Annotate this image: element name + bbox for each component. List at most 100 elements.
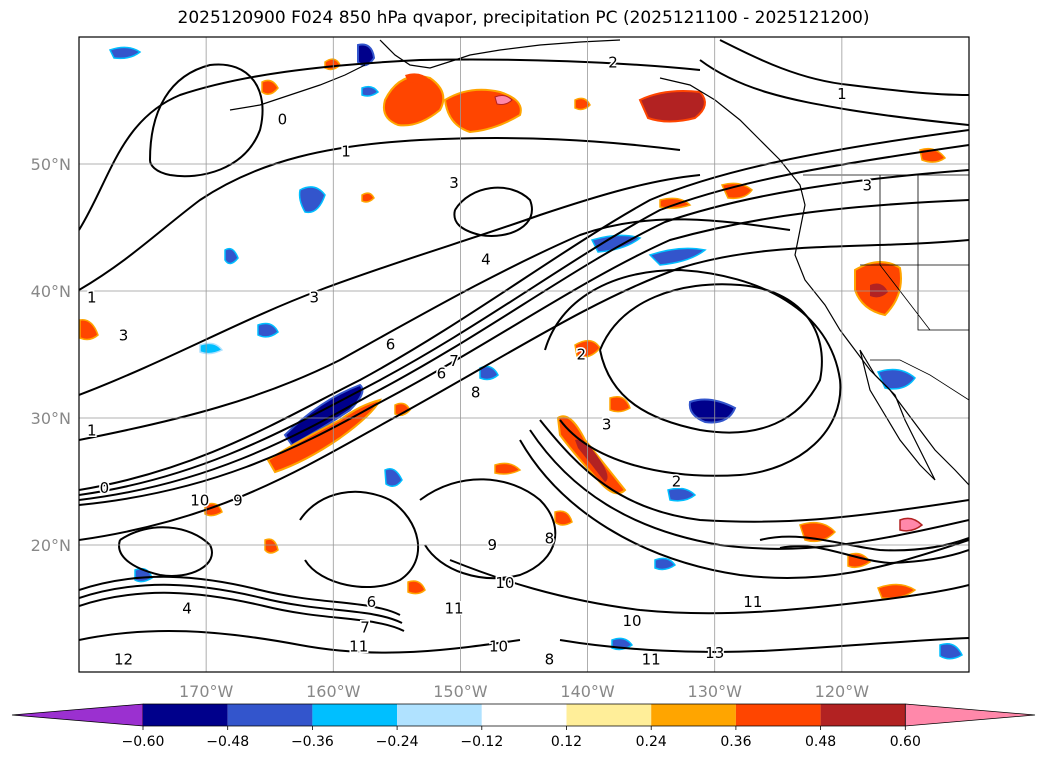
coastline-alaska — [379, 39, 621, 69]
contour-label: 1 — [87, 288, 97, 306]
contour-line — [699, 59, 969, 126]
precip-patch — [494, 95, 513, 105]
contour-line — [79, 129, 969, 491]
lon-tick-label: 140°W — [560, 682, 615, 701]
precip-patch — [405, 73, 430, 84]
colorbar-tick-label: 0.36 — [720, 734, 751, 750]
contour-line — [149, 63, 264, 178]
lon-tick-label: 130°W — [688, 682, 743, 701]
lon-tick-label: 120°W — [815, 682, 870, 701]
lat-tick-label: 20°N — [31, 536, 71, 555]
contour-label: 11 — [743, 593, 762, 611]
precip-patch — [667, 487, 697, 502]
border-us-mexico — [870, 359, 969, 401]
precip-patch — [199, 342, 224, 355]
contour-label: 6 — [386, 335, 396, 353]
colorbar-extend-min — [11, 703, 144, 727]
contour-line — [79, 199, 969, 506]
contour-label: 3 — [863, 177, 873, 195]
contour-line — [79, 575, 401, 616]
contour-label: 4 — [182, 600, 192, 618]
precip-patch — [261, 79, 279, 95]
contour-line — [79, 169, 969, 501]
precip-patch — [264, 538, 279, 554]
colorbar-segment — [481, 704, 567, 726]
contour-label: 1 — [837, 85, 847, 103]
colorbar-segment — [312, 704, 398, 726]
contour-label: 7 — [360, 619, 370, 637]
lon-tick-labels: 170°W 160°W 150°W 140°W 130°W 120°W — [179, 682, 869, 701]
gridlines — [79, 37, 969, 672]
colorbar-tick-label: −0.36 — [291, 734, 334, 750]
contour-label: 9 — [233, 492, 243, 510]
precip-patch — [654, 557, 677, 571]
precip-patch — [257, 322, 279, 338]
coastline-aleutians — [229, 64, 366, 111]
contour-line — [79, 239, 969, 541]
precip-patch — [876, 368, 917, 390]
contour-line — [79, 583, 403, 624]
precip-patch — [479, 365, 499, 381]
precip-patch — [361, 85, 380, 97]
coastline-north-america — [659, 77, 969, 486]
plot-title: 2025120900 F024 850 hPa qvapor, precipit… — [177, 8, 870, 28]
contour-line — [299, 490, 419, 588]
contour-label: 6 — [367, 593, 377, 611]
colorbar-segment — [566, 704, 652, 726]
precip-patch — [574, 97, 591, 111]
precip-patch — [575, 439, 608, 482]
precip-patch — [108, 46, 142, 60]
precip-patch — [494, 462, 522, 475]
contour-line — [118, 526, 213, 577]
contour-line — [79, 144, 969, 496]
precip-patch — [638, 90, 706, 123]
contour-label: 2 — [608, 53, 618, 71]
precip-patch — [407, 580, 426, 595]
contour-label: 11 — [445, 600, 464, 618]
colorbar-segment — [397, 704, 482, 726]
contour-line — [79, 174, 701, 396]
contour-label: 3 — [309, 288, 319, 306]
contour-line — [539, 419, 969, 523]
contour-line — [519, 439, 969, 580]
contour-label: 13 — [705, 644, 724, 662]
precip-patch — [648, 247, 707, 266]
contour-label: 1 — [87, 422, 97, 440]
lon-tick-label: 160°W — [306, 682, 361, 701]
colorbar-extend-max — [904, 703, 1036, 727]
contour-line — [449, 559, 969, 615]
precip-patch — [224, 247, 239, 265]
precip-patch — [899, 517, 924, 532]
contour-label: 4 — [481, 250, 491, 268]
colorbar: −0.60 −0.48 −0.36 −0.24 −0.12 0.12 0.24 0.36 0.4… — [11, 703, 1036, 750]
contour-label: 1 — [341, 142, 351, 160]
precip-patch — [609, 396, 631, 413]
colorbar-tick-label: 0.12 — [551, 734, 582, 750]
contour-label: 0 — [100, 479, 110, 497]
colorbar-tick-label: −0.24 — [376, 734, 419, 750]
lat-tick-label: 40°N — [31, 282, 71, 301]
lat-tick-labels: 20°N 30°N 40°N 50°N — [31, 155, 71, 555]
contour-label: 7 — [449, 352, 459, 370]
contour-label: 10 — [623, 612, 642, 630]
contour-label: 2 — [672, 473, 682, 491]
precip-patch — [79, 319, 99, 341]
colorbar-tick-label: 0.60 — [890, 734, 921, 750]
contour-label: 8 — [545, 650, 555, 668]
lon-tick-label: 150°W — [433, 682, 488, 701]
qvapor-contours — [79, 39, 969, 654]
contour-line — [79, 591, 405, 632]
colorbar-segment — [735, 704, 821, 726]
map-background — [79, 37, 969, 672]
lat-tick-label: 50°N — [31, 155, 71, 174]
contour-label: 2 — [576, 346, 586, 364]
contour-line — [79, 137, 681, 291]
colorbar-segment — [651, 704, 736, 726]
contour-label: 9 — [487, 536, 497, 554]
colorbar-segment — [143, 704, 228, 726]
coastlines — [229, 39, 969, 486]
contour-label: 10 — [489, 638, 508, 656]
colorbar-tick-label: 0.48 — [805, 734, 836, 750]
